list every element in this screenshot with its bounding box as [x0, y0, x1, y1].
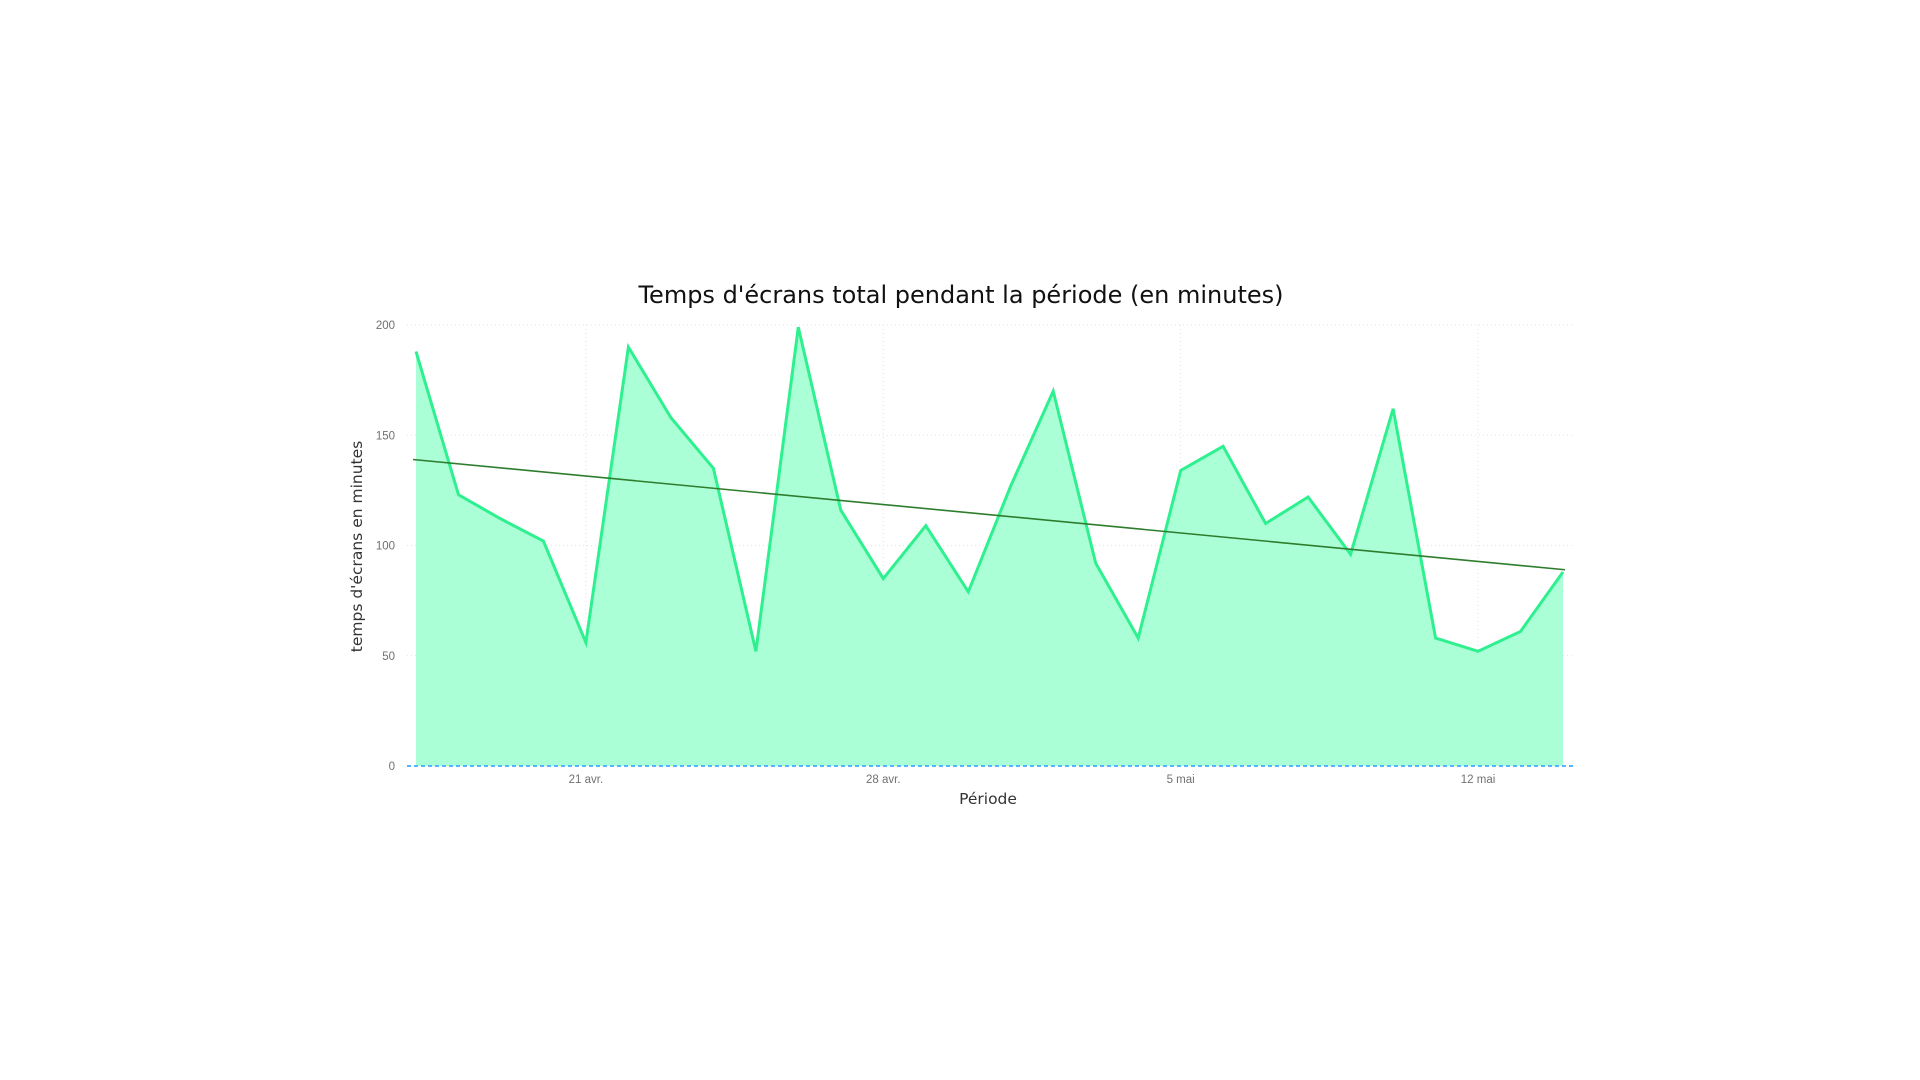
axes: 0 50 100 150 200 21 avr. 28 avr. 5 mai 12 mai — [376, 320, 1575, 786]
y-tick-label: 200 — [376, 320, 395, 332]
y-tick-label: 50 — [382, 651, 395, 663]
y-axis-title: temps d'écrans en minutes — [348, 441, 366, 652]
x-tick-label: 28 avr. — [866, 774, 901, 786]
y-tick-label: 0 — [389, 761, 395, 773]
trend-layer — [412, 458, 1566, 571]
series-line — [414, 326, 1565, 653]
x-axis-title: Période — [959, 790, 1017, 808]
trend-line — [412, 458, 1566, 571]
y-tick-label: 150 — [376, 430, 395, 442]
x-tick-label: 12 mai — [1461, 774, 1496, 786]
area-layer — [414, 326, 1565, 766]
series-area — [416, 327, 1563, 766]
y-tick-label: 100 — [376, 541, 395, 553]
x-tick-label: 21 avr. — [569, 774, 604, 786]
chart-title: Temps d'écrans total pendant la période … — [637, 281, 1283, 309]
x-tick-label: 5 mai — [1167, 774, 1195, 786]
